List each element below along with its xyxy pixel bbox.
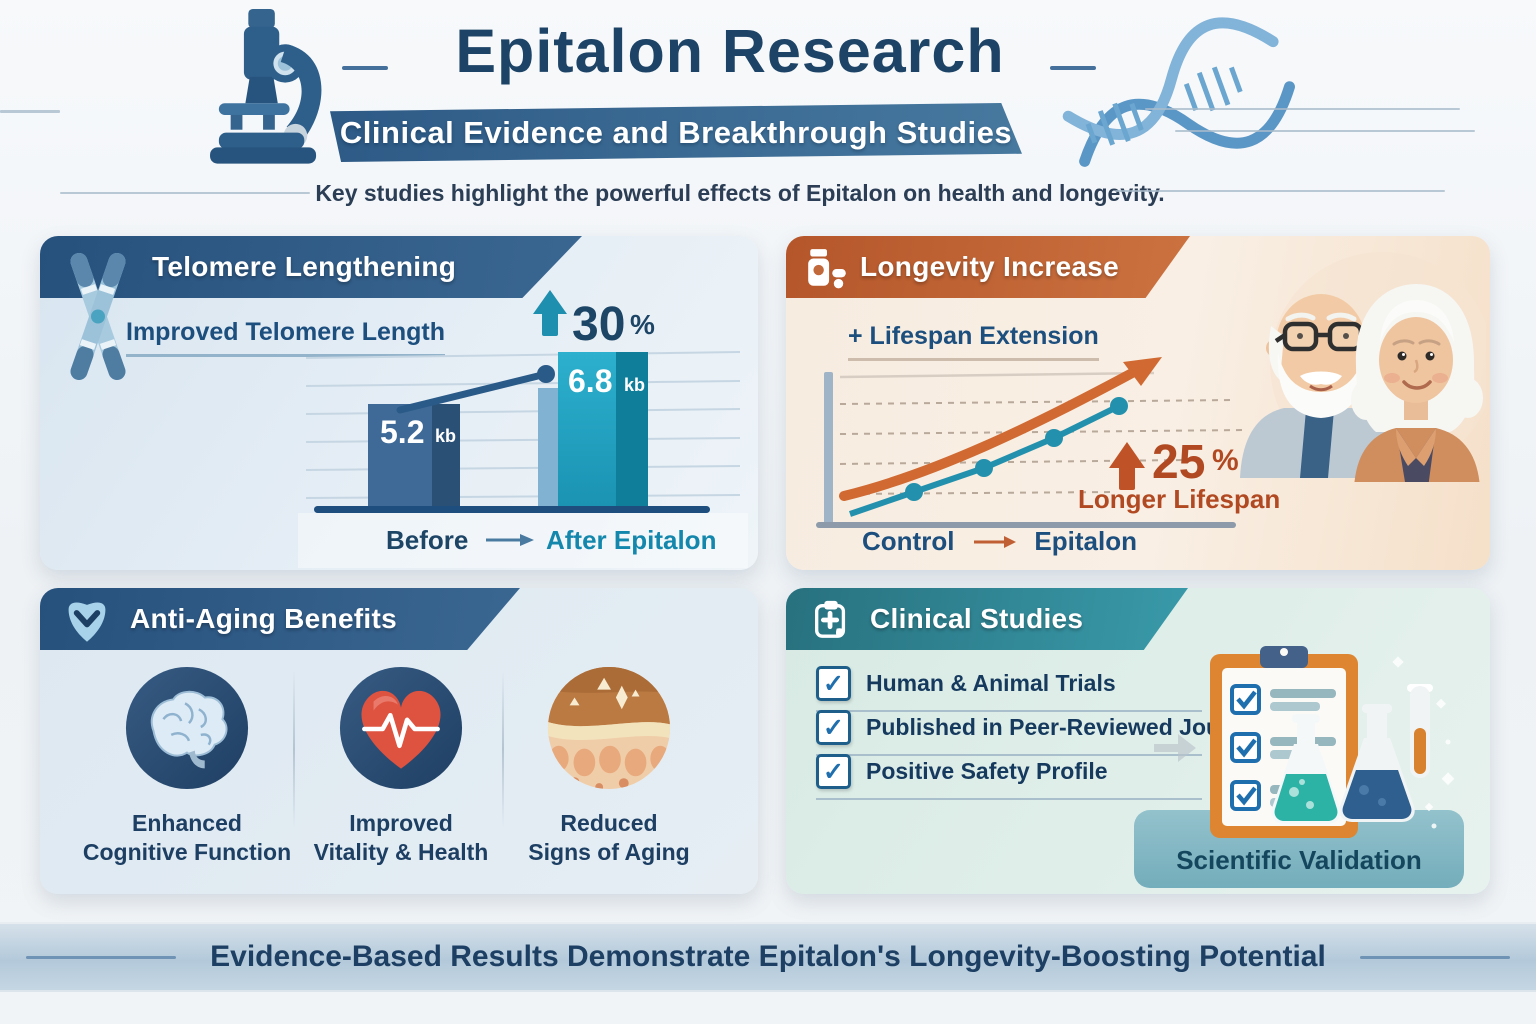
bar-before-unit: kb: [435, 426, 456, 446]
bar-after-unit: kb: [624, 375, 645, 395]
benefit-label: Enhanced Cognitive Function: [82, 810, 292, 866]
benefits-panel-title: Anti-Aging Benefits: [130, 603, 398, 634]
decor-line: [0, 110, 60, 113]
footer-line-right: [1359, 955, 1510, 959]
title-dash-right: [1050, 66, 1096, 70]
orange-growth-arrow: [839, 367, 1139, 501]
lifespan-line-chart: 25 % Longer Lifespan: [816, 357, 1280, 528]
bar-after: [558, 352, 616, 506]
clipboard-plus-icon: [815, 600, 846, 638]
longevity-panel-title: Longevity Increase: [860, 251, 1120, 282]
decor-line: [1115, 190, 1445, 192]
decor-line: [1175, 130, 1475, 132]
epitalon-label: Epitalon: [1034, 526, 1137, 556]
page-subtitle: Clinical Evidence and Breakthrough Studi…: [339, 114, 1013, 150]
subtitle-ribbon: Clinical Evidence and Breakthrough Studi…: [330, 103, 1022, 162]
checkbox-checked-icon: ✓: [816, 666, 851, 701]
control-label: Control: [862, 526, 955, 556]
panel-anti-aging-benefits: Anti-Aging Benefits Enhanc: [40, 588, 758, 894]
up-arrow-icon: [1109, 442, 1145, 490]
longevity-increase-caption: Longer Lifespan: [1078, 484, 1280, 514]
glasses-icon: [1274, 321, 1370, 352]
flask-teal-icon: [1271, 714, 1341, 824]
title-dash-left: [342, 66, 388, 70]
telomere-increase-unit: %: [630, 309, 655, 340]
telomere-panel-title: Telomere Lengthening: [152, 251, 457, 282]
panel-telomere-lengthening: Telomere Lengthening Improved Telomere L…: [40, 236, 758, 570]
checkbox-checked-icon: ✓: [816, 754, 851, 789]
panel-clinical-studies: Clinical Studies ✓ Human & Animal Trials…: [786, 588, 1490, 894]
benefits-panel-header: Anti-Aging Benefits: [40, 588, 520, 650]
telomere-increase-value: 30: [572, 298, 625, 351]
benefit-label: Improved Vitality & Health: [313, 810, 489, 866]
telomere-bar-chart: 30 % 5.2 kb 6.8 kb Before After Epitalon: [298, 290, 748, 568]
scientific-validation-label: Scientific Validation: [1176, 845, 1422, 875]
right-arrow-icon: [486, 534, 534, 546]
bar-after-value: 6.8: [568, 363, 612, 399]
checklist-item-journals: ✓ Published in Peer-Reviewed Journals: [816, 710, 1275, 756]
longevity-subtitle: + Lifespan Extension: [848, 322, 1099, 361]
elderly-couple-illustration: [1240, 252, 1486, 482]
benefits-divider: [293, 670, 295, 828]
pill-bottle-icon: [808, 249, 846, 289]
checkbox-checked-icon: ✓: [816, 710, 851, 745]
clinical-panel-header: Clinical Studies: [786, 588, 1188, 650]
longevity-increase-unit: %: [1212, 444, 1239, 477]
brain-icon: [125, 666, 249, 790]
page-title: Epitalon Research: [455, 17, 1005, 85]
panel-longevity-increase: Longevity Increase + Lifespan Extension: [786, 236, 1490, 570]
benefit-label: Reduced Signs of Aging: [528, 810, 690, 866]
checklist-item-trials: ✓ Human & Animal Trials: [816, 666, 1202, 712]
decor-line: [1145, 108, 1460, 110]
telomere-subtitle: Improved Telomere Length: [126, 318, 446, 357]
bar-before-value: 5.2: [380, 414, 424, 450]
page-tagline: Key studies highlight the powerful effec…: [315, 180, 1165, 206]
longevity-panel-header: Longevity Increase: [786, 236, 1190, 298]
right-arrow-icon: [974, 535, 1017, 548]
microscope-icon: [210, 8, 322, 164]
benefit-item-cognitive: Enhanced Cognitive Function: [81, 664, 293, 868]
longevity-increase-value: 25: [1152, 436, 1205, 489]
footer-text: Evidence-Based Results Demonstrate Epita…: [210, 940, 1326, 973]
lifespan-x-axis-labels: Control Epitalon: [862, 526, 1137, 557]
footer-line-left: [26, 955, 177, 959]
skin-layers-icon: [547, 666, 671, 790]
clipboard-flasks-illustration: [1154, 646, 1455, 838]
elderly-woman: [1351, 284, 1483, 482]
dna-helix-icon: [1062, 17, 1295, 167]
benefit-item-vitality: Improved Vitality & Health: [295, 664, 507, 868]
after-label: After Epitalon: [546, 525, 716, 555]
chromosome-icon: [70, 253, 126, 380]
clinical-panel-title: Clinical Studies: [870, 603, 1084, 634]
up-arrow-icon: [533, 290, 567, 336]
decor-line: [60, 192, 310, 194]
flask-blue-icon: [1339, 704, 1415, 822]
checklist-item-safety: ✓ Positive Safety Profile: [816, 754, 1202, 800]
telomere-panel-header: Telomere Lengthening: [40, 236, 582, 298]
benefits-divider: [502, 670, 504, 828]
bar-before: [368, 404, 432, 506]
footer-banner: Evidence-Based Results Demonstrate Epita…: [0, 922, 1536, 992]
benefit-item-skin: Reduced Signs of Aging: [503, 664, 715, 868]
heart-ekg-icon: [339, 666, 463, 790]
shield-check-icon: [68, 602, 106, 642]
before-label: Before: [386, 525, 468, 555]
test-tube-icon: [1407, 684, 1433, 778]
